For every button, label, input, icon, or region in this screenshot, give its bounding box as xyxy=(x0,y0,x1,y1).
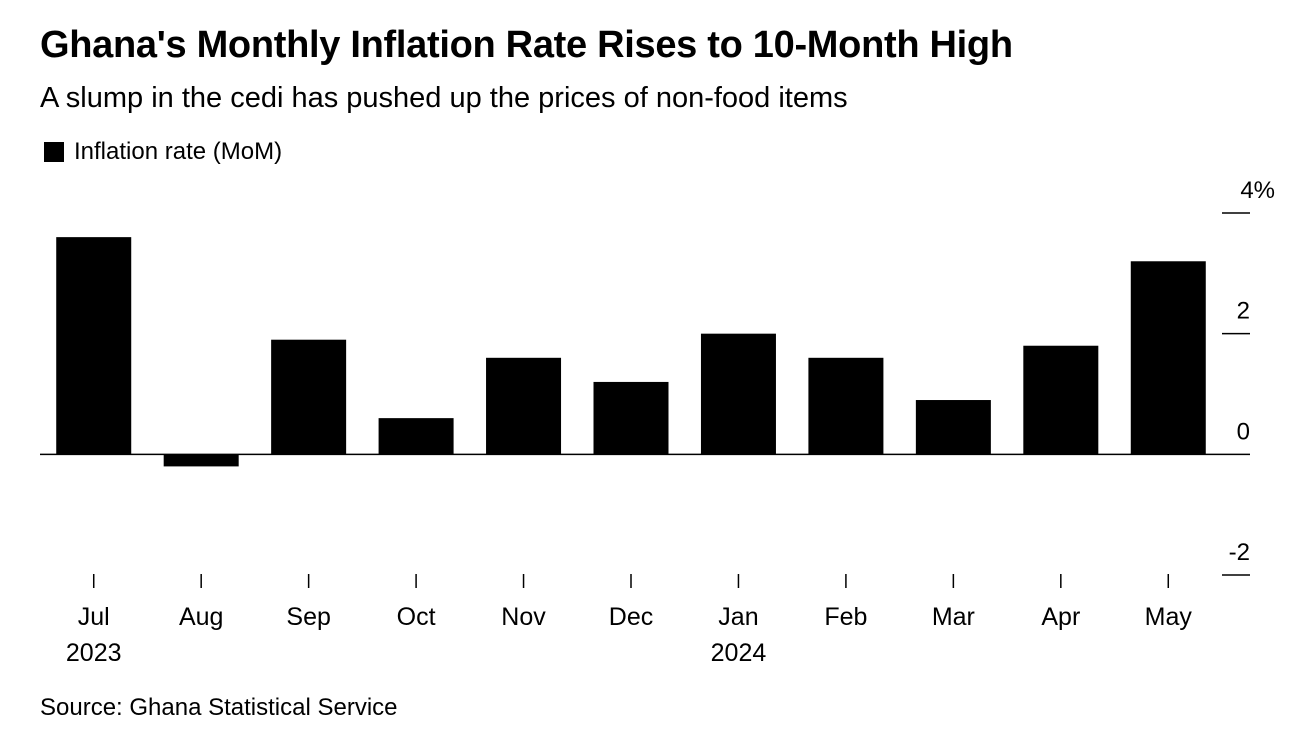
bar-sep xyxy=(271,339,347,455)
bar-aug xyxy=(163,454,239,467)
bar-nov xyxy=(486,357,562,455)
x-tick-label: Oct xyxy=(397,603,436,631)
legend-label: Inflation rate (MoM) xyxy=(74,138,283,165)
chart-title: Ghana's Monthly Inflation Rate Rises to … xyxy=(40,24,1013,66)
bar-dec xyxy=(593,381,669,455)
y-tick-label: 0 xyxy=(1237,418,1250,445)
x-year-label: 2024 xyxy=(711,639,767,667)
x-tick-label: Jan xyxy=(718,603,758,631)
x-tick-label: Apr xyxy=(1041,603,1080,631)
bars-group xyxy=(56,237,1206,467)
bar-oct xyxy=(378,418,454,455)
y-tick-label: -2 xyxy=(1229,539,1250,566)
x-tick-label: Aug xyxy=(179,603,223,631)
x-year-label: 2023 xyxy=(66,639,122,667)
x-tick-label: Nov xyxy=(501,603,546,631)
chart-subtitle: A slump in the cedi has pushed up the pr… xyxy=(40,82,848,114)
bar-may xyxy=(1130,261,1206,455)
x-tick-label: Dec xyxy=(609,603,653,631)
x-tick-label: Sep xyxy=(286,603,330,631)
bar-mar xyxy=(915,400,991,455)
x-tick-label: Jul xyxy=(78,603,110,631)
legend-swatch xyxy=(44,142,64,162)
bar-jan xyxy=(700,333,776,455)
y-tick-label: 2 xyxy=(1237,298,1250,325)
bar-jul xyxy=(56,237,132,455)
legend: Inflation rate (MoM) xyxy=(44,138,282,166)
x-tick-label: Feb xyxy=(824,603,867,631)
y-tick-label: 4% xyxy=(1240,177,1275,204)
bar-apr xyxy=(1023,345,1099,455)
bar-feb xyxy=(808,357,884,455)
x-axis: Jul 2023 Aug Sep Oct Nov Dec Jan 2024 Feb Mar Apr Ma… xyxy=(66,574,1192,667)
x-tick-label: May xyxy=(1145,603,1193,631)
y-axis: 4% 2 0 -2 xyxy=(40,177,1275,576)
source-note: Source: Ghana Statistical Service xyxy=(40,694,398,721)
x-tick-label: Mar xyxy=(932,603,975,631)
